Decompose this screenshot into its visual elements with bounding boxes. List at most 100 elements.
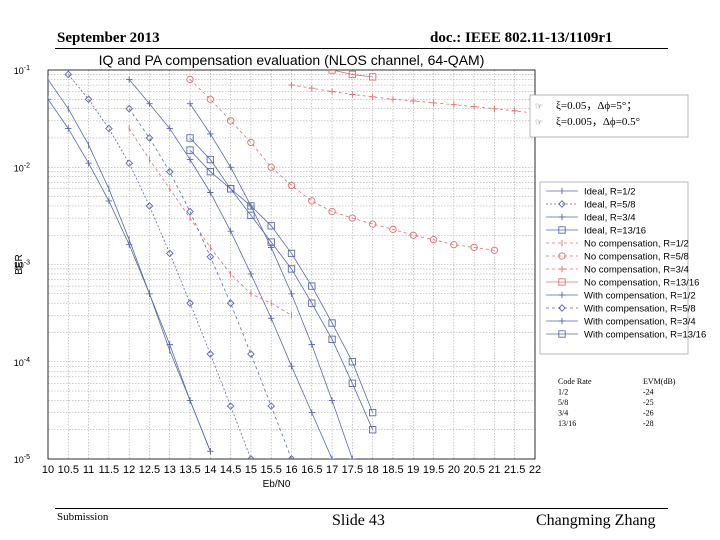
data-point — [308, 299, 316, 307]
impairment-box: ☞ ξ=0.05，Δϕ=5°； ☞ ξ=0.005，Δϕ=0.5° — [529, 94, 689, 138]
data-point — [328, 70, 336, 74]
data-point — [84, 95, 93, 104]
y-tick-label: 10-3 — [14, 260, 30, 271]
legend-label: No compensation, R=3/4 — [584, 265, 689, 276]
data-point — [287, 265, 296, 273]
footer-rule — [55, 508, 668, 509]
legend-label: With compensation, R=3/4 — [584, 317, 696, 328]
series-line — [125, 104, 296, 459]
y-axis-label: BER — [14, 254, 25, 275]
data-point — [247, 138, 255, 147]
x-tick-label: 12 — [123, 464, 135, 476]
data-point — [267, 163, 275, 171]
data-point — [247, 202, 255, 210]
data-point — [369, 426, 377, 434]
data-point — [125, 241, 133, 248]
series-path — [331, 70, 373, 78]
x-tick-label: 17 — [326, 464, 338, 476]
evm-table-header: Code Rate — [558, 377, 592, 386]
pointer-icon: ☞ — [535, 102, 543, 112]
header-rule — [55, 48, 668, 49]
data-point — [165, 249, 174, 258]
data-point — [226, 299, 235, 308]
data-point — [450, 240, 458, 249]
data-point — [288, 81, 295, 89]
data-point — [369, 93, 376, 101]
legend-entry: No compensation, R=3/4 — [546, 265, 689, 276]
x-tick-label: 11.5 — [99, 464, 120, 476]
legend-label: Ideal, R=13/16 — [584, 226, 646, 237]
data-point — [206, 155, 214, 164]
data-point — [247, 270, 255, 278]
x-tick-label: 15 — [245, 464, 257, 476]
data-point — [166, 125, 173, 132]
series-line — [64, 70, 255, 459]
legend-entry: Ideal, R=5/8 — [546, 200, 636, 211]
data-point — [328, 397, 336, 404]
legend-label: No compensation, R=1/2 — [584, 239, 689, 250]
data-point — [146, 290, 153, 297]
y-tick-label: 10-2 — [14, 162, 30, 173]
data-point — [105, 197, 113, 205]
grid-lines — [47, 70, 536, 460]
data-point — [369, 220, 377, 228]
legend-label: No compensation, R=5/8 — [584, 252, 689, 263]
series-line — [186, 146, 377, 417]
data-point — [558, 213, 566, 221]
x-tick-label: 15.5 — [260, 464, 281, 476]
data-point — [389, 96, 397, 103]
header-doc-id: doc.: IEEE 802.11-13/1109r1 — [430, 30, 613, 46]
data-point — [85, 160, 92, 167]
data-point — [186, 134, 194, 142]
data-point — [308, 197, 316, 205]
x-tick-label: 10.5 — [58, 464, 79, 476]
data-point — [268, 315, 275, 322]
data-point — [349, 455, 356, 459]
data-point — [287, 181, 296, 190]
x-tick-label: 13 — [164, 464, 176, 476]
data-point — [491, 105, 498, 112]
evm-table-cell: 3/4 — [558, 409, 568, 418]
footer-author: Changming Zhang — [536, 512, 656, 529]
evm-table-cell: 1/2 — [558, 388, 568, 397]
legend-label: Ideal, R=3/4 — [584, 213, 636, 224]
data-point — [348, 70, 357, 79]
data-point — [146, 100, 153, 107]
data-point — [328, 455, 336, 459]
series-line — [328, 70, 377, 81]
legend-entry: With compensation, R=5/8 — [546, 304, 696, 315]
x-tick-label: 18 — [367, 464, 379, 476]
data-point — [308, 84, 315, 92]
series-line — [186, 75, 499, 254]
data-point — [558, 291, 566, 299]
data-point — [558, 265, 566, 273]
legend-entry: Ideal, R=13/16 — [546, 226, 646, 237]
data-point — [429, 236, 438, 244]
x-tick-label: 14 — [204, 464, 216, 476]
x-tick-label: 19 — [407, 464, 419, 476]
data-point — [369, 408, 377, 417]
evm-table-cell: -24 — [643, 388, 654, 397]
series-path — [128, 128, 292, 316]
data-point — [206, 168, 214, 176]
data-point — [558, 278, 566, 286]
y-tick-label: 10-5 — [14, 454, 30, 465]
footer-slide-number: Slide 43 — [332, 512, 385, 529]
data-point — [186, 100, 194, 107]
data-point — [558, 317, 566, 325]
data-point — [287, 455, 296, 459]
legend-label: With compensation, R=13/16 — [584, 330, 706, 341]
data-point — [48, 96, 52, 103]
evm-table-cell: 5/8 — [558, 398, 568, 407]
evm-table-header: EVM(dB) — [643, 377, 676, 386]
x-tick-label: 16.5 — [301, 464, 322, 476]
data-point — [227, 164, 234, 171]
evm-table-cell: -28 — [643, 419, 654, 428]
legend-entry: With compensation, R=1/2 — [546, 291, 696, 302]
x-tick-label: 21 — [488, 464, 500, 476]
data-point — [186, 156, 194, 163]
x-tick-label: 22 — [529, 464, 541, 476]
x-tick-label: 17.5 — [342, 464, 363, 476]
data-point — [226, 402, 235, 410]
